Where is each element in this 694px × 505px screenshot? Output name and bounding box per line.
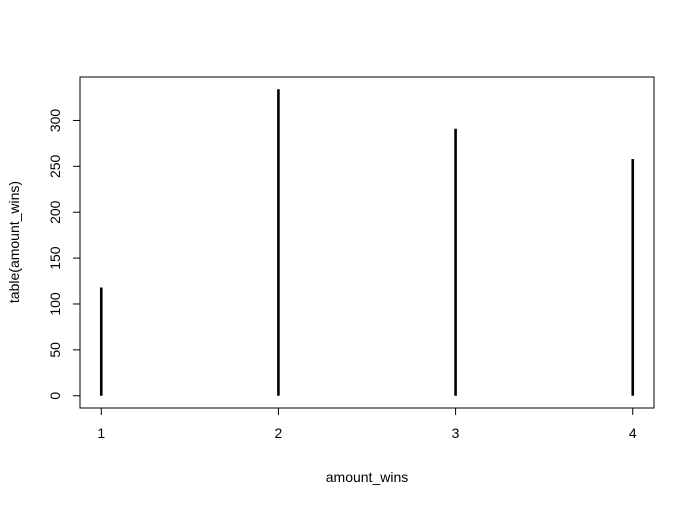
y-tick-label: 0 xyxy=(47,392,63,400)
y-tick-label: 250 xyxy=(47,154,63,178)
plot-area xyxy=(99,89,635,396)
y-tick-label: 50 xyxy=(47,342,63,358)
x-axis: 1 2 3 4 xyxy=(97,407,637,441)
y-tick-label: 150 xyxy=(47,246,63,270)
x-tick-label: 1 xyxy=(97,425,105,441)
y-tick-label: 300 xyxy=(47,109,63,133)
y-axis: 0 50 100 150 200 250 300 xyxy=(47,109,81,400)
x-tick-label: 3 xyxy=(452,425,460,441)
y-axis-title: table(amount_wins) xyxy=(6,181,22,303)
y-tick-label: 200 xyxy=(47,200,63,224)
x-axis-title: amount_wins xyxy=(326,469,409,485)
x-tick-label: 2 xyxy=(275,425,283,441)
y-tick-label: 100 xyxy=(47,292,63,316)
x-tick-label: 4 xyxy=(629,425,637,441)
